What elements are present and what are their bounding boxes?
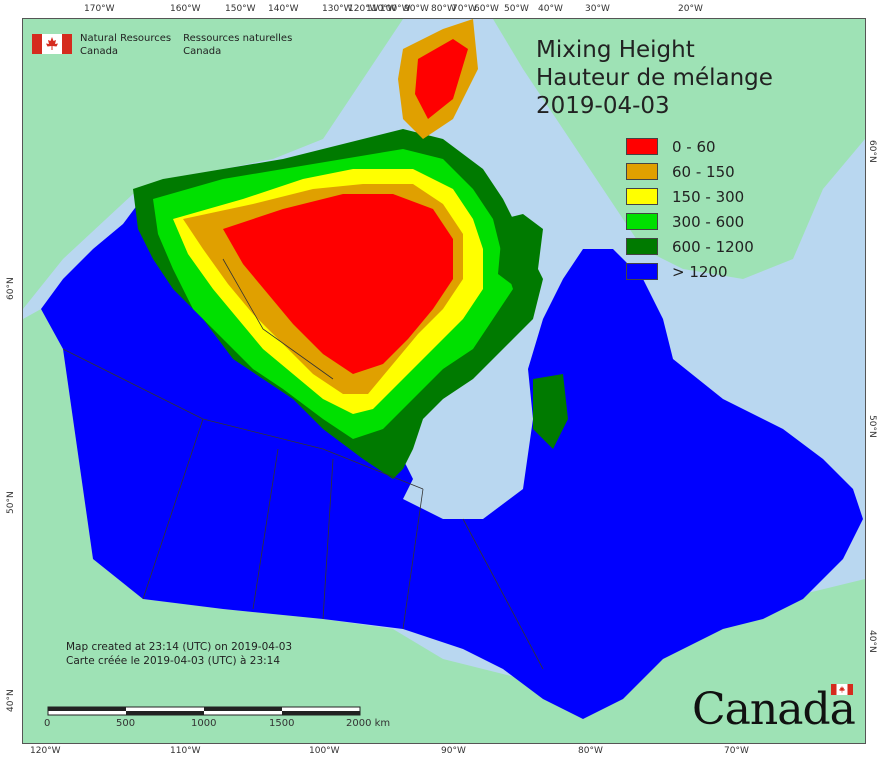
graticule-label: 130°W [322, 4, 353, 14]
legend-label: > 1200 [672, 262, 728, 281]
legend-swatch [626, 263, 658, 280]
map-svg [23, 19, 865, 743]
graticule-label: 20°W [678, 4, 703, 14]
canada-wordmark: Canada [692, 684, 856, 735]
graticule-label: 60°N [867, 140, 877, 163]
graticule-label: 60°W [474, 4, 499, 14]
legend-swatch [626, 238, 658, 255]
legend: 0 - 60 60 - 150 150 - 300 300 - 600 600 … [626, 134, 754, 284]
graticule-label: 140°W [268, 4, 299, 14]
scale-tick-label: 2000 km [346, 718, 391, 729]
graticule-label: 30°W [585, 4, 610, 14]
graticule-label: 40°N [6, 689, 16, 712]
graticule-label: 100°W [309, 746, 340, 756]
graticule-label: 50°N [6, 491, 16, 514]
legend-label: 0 - 60 [672, 137, 716, 156]
graticule-label: 70°W [724, 746, 749, 756]
agency-name-line: Canada [80, 46, 119, 57]
title-date: 2019-04-03 [536, 93, 670, 119]
graticule-label: 50°W [504, 4, 529, 14]
graticule-label: 60°N [6, 277, 16, 300]
scale-tick-label: 1000 [191, 718, 217, 729]
wordmark-flag-icon [830, 684, 853, 695]
credit-french: Carte créée le 2019-04-03 (UTC) à 23:14 [66, 655, 281, 667]
agency-name-line: Natural Resources [80, 33, 172, 44]
legend-swatch [626, 188, 658, 205]
wordmark-text: Canada [692, 684, 856, 735]
legend-item: 600 - 1200 [626, 234, 754, 259]
legend-item: 150 - 300 [626, 184, 754, 209]
legend-label: 150 - 300 [672, 187, 745, 206]
map-title: Mixing Height Hauteur de mélange 2019-04… [536, 36, 773, 120]
legend-label: 300 - 600 [672, 212, 745, 231]
graticule-label: 120°W [348, 4, 379, 14]
graticule-label: 170°W [84, 4, 115, 14]
title-french: Hauteur de mélange [536, 65, 773, 91]
legend-item: 300 - 600 [626, 209, 754, 234]
map-canvas[interactable] [22, 18, 866, 744]
graticule-label: 90°W [404, 4, 429, 14]
legend-item: 0 - 60 [626, 134, 754, 159]
foreign-land [23, 19, 865, 743]
scale-tick-label: 0 [44, 718, 51, 729]
graticule-label: 100°W [380, 4, 411, 14]
legend-item: 60 - 150 [626, 159, 754, 184]
scale-tick-label: 1500 [269, 718, 295, 729]
legend-label: 600 - 1200 [672, 237, 754, 256]
agency-name-line: Canada [183, 46, 222, 57]
scale-bar: 0 500 1000 1500 2000 km [44, 704, 390, 736]
legend-item: > 1200 [626, 259, 754, 284]
legend-swatch [626, 138, 658, 155]
graticule-label: 70°W [452, 4, 477, 14]
graticule-label: 110°W [366, 4, 397, 14]
agency-name-line: Ressources naturelles [183, 33, 293, 44]
graticule-label: 90°W [441, 746, 466, 756]
graticule-label: 110°W [170, 746, 201, 756]
title-english: Mixing Height [536, 37, 695, 63]
graticule-label: 40°N [867, 630, 877, 653]
agency-name-french: Ressources naturelles Canada [183, 32, 292, 58]
canada-flag-icon [32, 34, 72, 54]
graticule-label: 50°N [867, 415, 877, 438]
graticule-label: 120°W [30, 746, 61, 756]
graticule-label: 160°W [170, 4, 201, 14]
agency-signature: Natural Resources Canada Ressources natu… [32, 32, 304, 58]
legend-swatch [626, 163, 658, 180]
graticule-label: 80°W [578, 746, 603, 756]
graticule-label: 150°W [225, 4, 256, 14]
graticule-label: 80°W [431, 4, 456, 14]
mixing-height-bands [133, 19, 568, 479]
scale-tick-label: 500 [116, 718, 136, 729]
map-credits: Map created at 23:14 (UTC) on 2019-04-03… [66, 640, 292, 668]
boundaries [62, 258, 544, 670]
graticule-label: 40°W [538, 4, 563, 14]
legend-swatch [626, 213, 658, 230]
agency-name-english: Natural Resources Canada [80, 32, 171, 58]
legend-label: 60 - 150 [672, 162, 735, 181]
scale-bar-graphic [47, 706, 361, 716]
credit-english: Map created at 23:14 (UTC) on 2019-04-03 [66, 641, 293, 653]
